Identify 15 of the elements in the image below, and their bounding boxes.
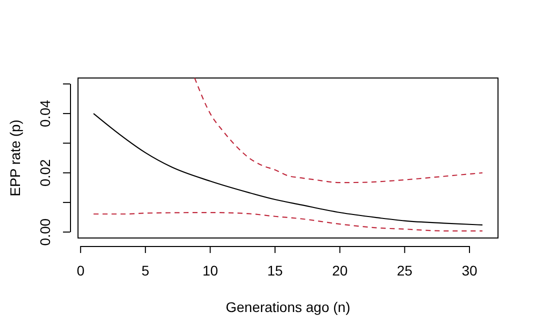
- x-tick-label: 15: [267, 262, 284, 279]
- line-series: [93, 113, 483, 226]
- line-series: [93, 212, 483, 232]
- x-axis-title: Generations ago (n): [226, 299, 350, 315]
- x-tick-label: 20: [332, 262, 348, 279]
- x-tick-label: 0: [76, 262, 85, 279]
- y-axis-title: EPP rate (p): [7, 120, 23, 196]
- y-tick-label: 0.02: [37, 158, 53, 186]
- line-series: [194, 78, 483, 184]
- y-tick-label: 0.00: [37, 218, 53, 246]
- x-tick-label: 30: [462, 262, 478, 279]
- y-tick-label: 0.04: [37, 100, 53, 128]
- x-tick-label: 25: [396, 262, 413, 279]
- x-tick-label: 10: [202, 262, 218, 279]
- x-tick-label: 5: [142, 262, 150, 279]
